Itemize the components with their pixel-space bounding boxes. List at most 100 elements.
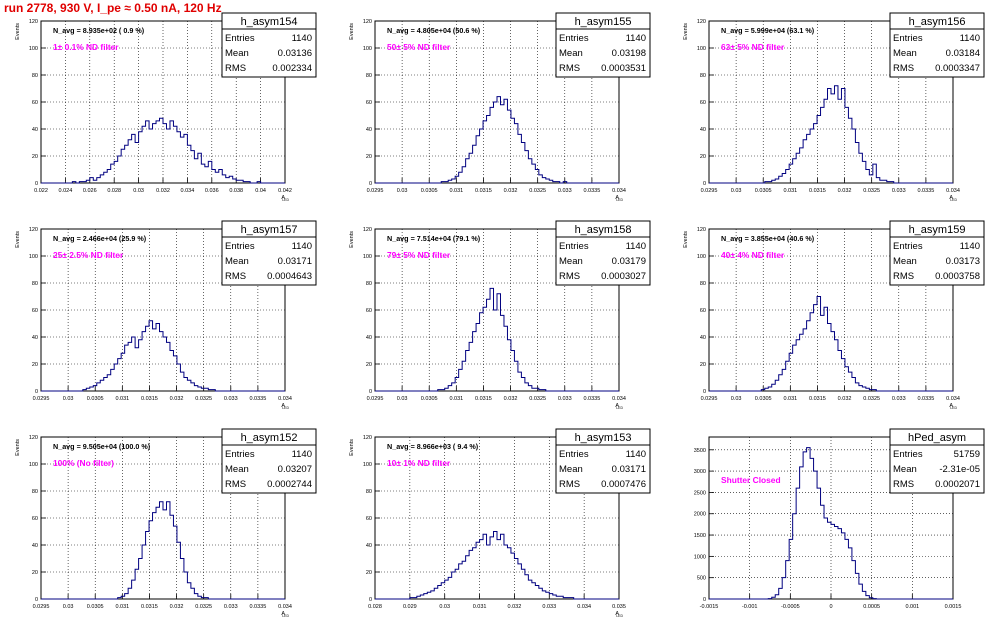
x-axis-label: A [949, 403, 953, 409]
x-tick-label: -0.0005 [781, 604, 800, 610]
y-axis-label: Events [349, 439, 355, 456]
y-tick-label: 40 [700, 335, 706, 341]
x-tick-label: 0.036 [205, 188, 219, 194]
y-tick-label: 0 [703, 181, 706, 187]
stat-label-mean: Mean [893, 464, 917, 475]
stats-box [889, 428, 985, 494]
x-tick-label: 0.0315 [475, 396, 492, 402]
stat-label-entries: Entries [893, 33, 923, 44]
y-tick-label: 120 [697, 227, 706, 233]
x-tick-label: 0.0315 [809, 396, 826, 402]
stat-label-mean: Mean [559, 464, 583, 475]
y-tick-label: 60 [32, 100, 38, 106]
navg-label: N_avg = 8.935e+02 ( 0.9 %) [53, 26, 145, 35]
stat-label-entries: Entries [893, 449, 923, 460]
x-axis-label-sub: LED [282, 614, 289, 618]
x-tick-label: 0.032 [504, 188, 518, 194]
y-tick-label: 2000 [694, 512, 706, 518]
y-tick-label: 80 [366, 73, 372, 79]
y-axis-label: Events [15, 231, 21, 248]
y-tick-label: 40 [32, 127, 38, 133]
stat-label-rms: RMS [225, 63, 246, 74]
stat-value-mean: 0.03171 [278, 256, 312, 267]
x-axis-label: A [615, 611, 619, 617]
y-tick-label: 40 [366, 543, 372, 549]
y-axis-label: Events [683, 23, 689, 40]
x-tick-label: 0.031 [783, 188, 797, 194]
stat-label-rms: RMS [893, 63, 914, 74]
x-axis-label: A [615, 195, 619, 201]
hist-name: hPed_asym [908, 432, 966, 444]
y-tick-label: 0 [703, 597, 706, 603]
stat-value-rms: 0.0003027 [601, 271, 646, 282]
y-tick-label: 80 [32, 489, 38, 495]
y-axis-label: Events [15, 439, 21, 456]
x-axis-label-sub: LED [282, 198, 289, 202]
stat-value-entries: 1140 [960, 33, 980, 44]
stats-box [221, 428, 317, 494]
y-tick-label: 20 [700, 362, 706, 368]
stat-label-rms: RMS [893, 271, 914, 282]
stats-box [889, 12, 985, 78]
x-tick-label: 0.0325 [195, 604, 212, 610]
stat-label-entries: Entries [225, 449, 255, 460]
x-tick-label: 0.0335 [917, 396, 934, 402]
panel-h_asym155: 0.0295 0.03 0.0305 0.031 0.0315 0.032 0.0325 0.… [349, 12, 651, 202]
y-tick-label: 20 [366, 362, 372, 368]
y-tick-label: 0 [369, 389, 372, 395]
y-tick-label: 60 [700, 308, 706, 314]
y-tick-label: 20 [32, 362, 38, 368]
histogram-line [41, 117, 285, 184]
x-tick-label: 0.034 [278, 604, 292, 610]
panel-hPed_asym: -0.0015 -0.001 -0.0005 0 0.0005 0.001 0.0015 0 5… [694, 428, 985, 610]
y-tick-label: 120 [363, 227, 372, 233]
x-axis-label: A [281, 611, 285, 617]
stats-box [221, 12, 317, 78]
y-tick-label: 100 [363, 254, 372, 260]
stat-value-entries: 1140 [292, 241, 312, 252]
y-tick-label: 40 [366, 335, 372, 341]
stat-value-mean: 0.03179 [612, 256, 646, 267]
y-tick-label: 40 [32, 335, 38, 341]
x-tick-label: 0.001 [905, 604, 919, 610]
y-tick-label: 20 [366, 154, 372, 160]
panel-h_asym152: 0.0295 0.03 0.0305 0.031 0.0315 0.032 0.0325 0.… [15, 428, 317, 618]
panel-h_asym157: 0.0295 0.03 0.0305 0.031 0.0315 0.032 0.0325 0.… [15, 220, 317, 410]
panel-h_asym154: 0.022 0.024 0.026 0.028 0.03 0.032 0.034 0.036 0… [15, 12, 317, 202]
stat-label-rms: RMS [893, 479, 914, 490]
x-tick-label: 0.032 [170, 396, 184, 402]
stat-value-mean: -2.31e-05 [939, 464, 980, 475]
y-axis-label: Events [15, 23, 21, 40]
filter-note: Shutter Closed [721, 475, 781, 485]
stat-value-rms: 0.0002071 [935, 479, 980, 490]
stat-value-entries: 1140 [626, 241, 646, 252]
x-tick-label: 0.0315 [141, 396, 158, 402]
x-tick-label: 0.03 [439, 604, 450, 610]
stat-value-entries: 1140 [626, 449, 646, 460]
x-axis-label-sub: LED [950, 406, 957, 410]
panel-h_asym156: 0.0295 0.03 0.0305 0.031 0.0315 0.032 0.0325 0.… [683, 12, 985, 202]
y-tick-label: 1500 [694, 533, 706, 539]
x-tick-label: 0.034 [946, 396, 960, 402]
histogram-line [375, 96, 619, 184]
y-tick-label: 3500 [694, 448, 706, 454]
x-tick-label: 0.0305 [755, 396, 772, 402]
y-tick-label: 20 [366, 570, 372, 576]
x-tick-label: 0.0335 [917, 188, 934, 194]
y-tick-label: 60 [366, 100, 372, 106]
y-tick-label: 120 [363, 19, 372, 25]
x-tick-label: 0.031 [783, 396, 797, 402]
y-tick-label: 0 [369, 597, 372, 603]
stats-box [555, 220, 651, 286]
x-tick-label: 0.0305 [421, 396, 438, 402]
x-axis-label-sub: LED [616, 406, 623, 410]
y-axis-label: Events [349, 231, 355, 248]
stat-label-entries: Entries [559, 449, 589, 460]
hist-name: h_asym158 [575, 224, 632, 236]
y-tick-label: 80 [700, 73, 706, 79]
stat-value-rms: 0.0002744 [267, 479, 312, 490]
x-tick-label: 0.0325 [863, 188, 880, 194]
navg-label: N_avg = 7.514e+04 (79.1 %) [387, 234, 481, 243]
x-tick-label: 0.0305 [421, 188, 438, 194]
x-tick-label: 0.034 [612, 396, 626, 402]
